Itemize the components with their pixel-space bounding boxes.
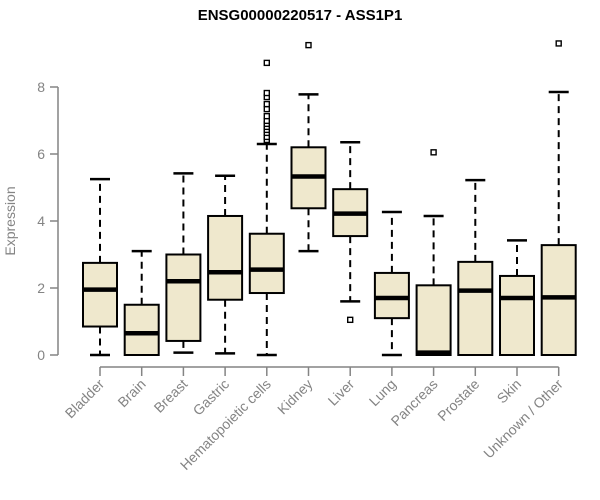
outlier-point xyxy=(263,100,270,108)
x-tick-label: Skin xyxy=(494,376,525,407)
box xyxy=(207,214,244,301)
y-tick-label: 8 xyxy=(37,79,45,95)
x-tick-label: Bladder xyxy=(62,376,108,422)
box xyxy=(82,261,118,328)
y-axis-title: Expression xyxy=(2,186,18,255)
y-tick-label: 0 xyxy=(37,347,45,363)
box xyxy=(540,244,577,356)
outlier-point xyxy=(305,41,312,49)
outlier-point xyxy=(555,40,562,47)
x-tick-label: Lung xyxy=(366,376,399,409)
box xyxy=(373,271,410,320)
x-tick-label: Unknown / Other xyxy=(480,376,566,462)
outlier-point xyxy=(263,112,270,120)
y-tick-label: 6 xyxy=(37,146,45,162)
outlier-point xyxy=(263,105,270,113)
x-tick-label: Kidney xyxy=(274,376,316,418)
y-tick-label: 2 xyxy=(37,280,45,296)
chart-title: ENSG00000220517 - ASS1P1 xyxy=(197,7,403,24)
outlier-point xyxy=(347,316,354,324)
outlier-point xyxy=(430,149,437,156)
outlier-point xyxy=(263,89,270,97)
box xyxy=(123,303,160,356)
y-tick-label: 4 xyxy=(37,213,45,229)
x-tick-label: Brain xyxy=(114,376,148,410)
box xyxy=(499,274,535,356)
outlier-point xyxy=(263,59,270,67)
box xyxy=(415,284,452,357)
x-tick-label: Liver xyxy=(325,376,358,409)
box xyxy=(165,253,202,342)
box xyxy=(457,260,494,356)
box xyxy=(248,232,285,295)
x-tick-label: Prostate xyxy=(434,376,482,424)
x-tick-label: Breast xyxy=(151,376,191,416)
